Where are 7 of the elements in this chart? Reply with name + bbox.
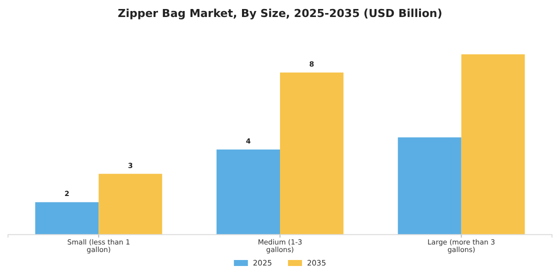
bar (280, 72, 344, 235)
bar (461, 54, 525, 235)
bar (398, 137, 462, 235)
bar (216, 150, 280, 235)
chart-title: Zipper Bag Market, By Size, 2025-2035 (USD Billion) (118, 7, 442, 20)
bar (98, 174, 162, 235)
bar (35, 202, 99, 235)
